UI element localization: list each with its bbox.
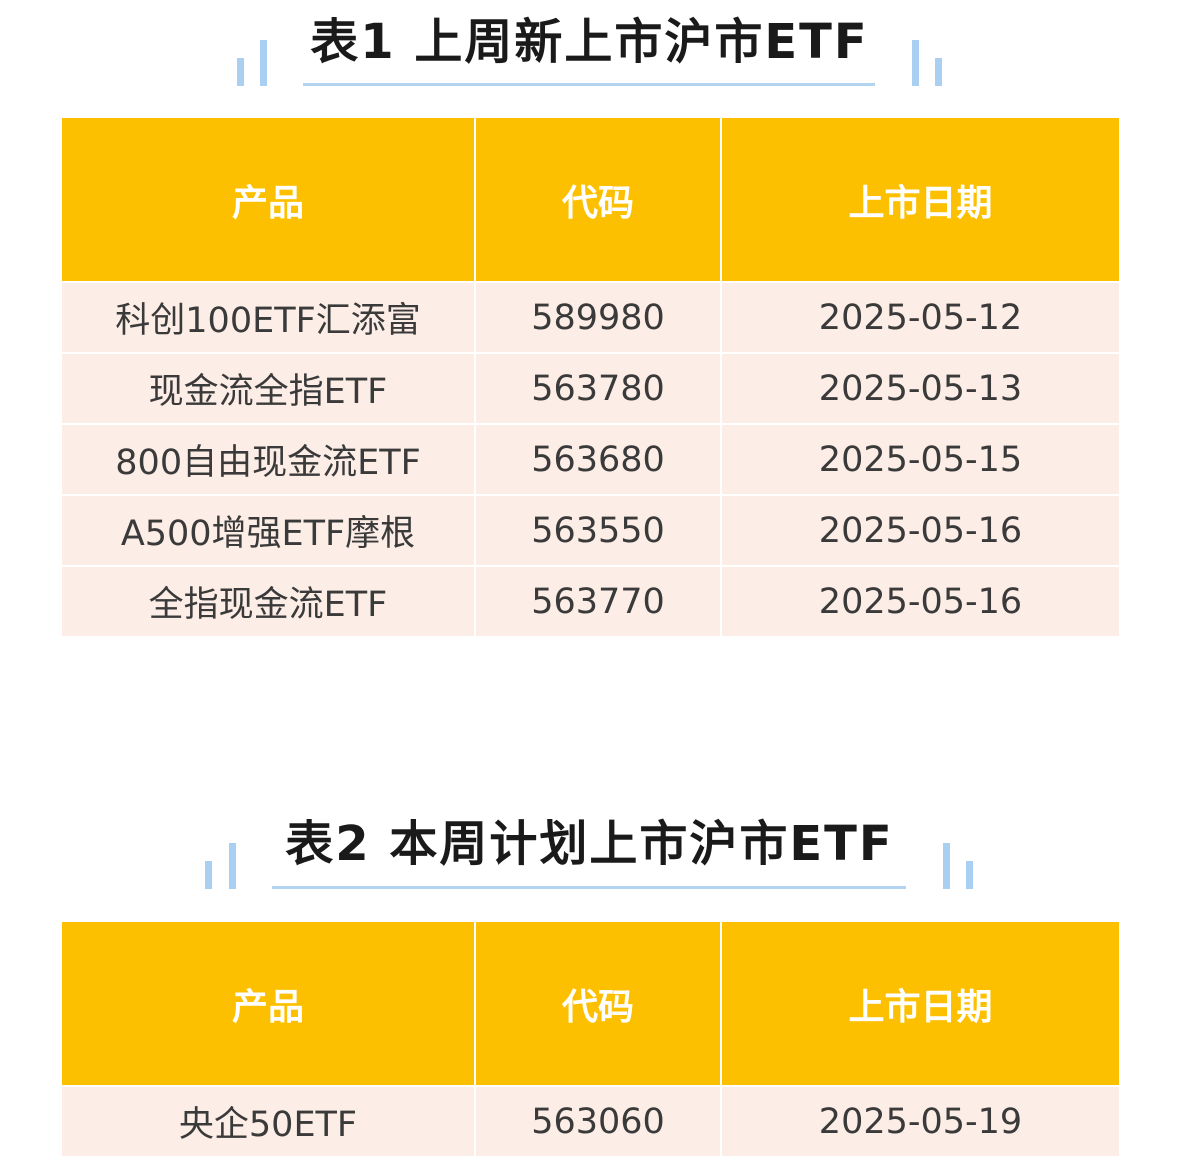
table-cell: 563680 <box>476 425 720 494</box>
table-cell: 563060 <box>476 1087 720 1156</box>
table-cell: 589980 <box>476 283 720 352</box>
table1: 产品 代码 上市日期科创100ETF汇添富 589980 2025-05-12 现金流全指… <box>62 118 1119 636</box>
table-cell: 全指现金流ETF <box>62 567 474 636</box>
decor-bar <box>935 58 942 86</box>
table-cell: 563550 <box>476 496 720 565</box>
table-cell: 2025-05-13 <box>722 354 1119 423</box>
table-cell: 2025-05-16 <box>722 496 1119 565</box>
column-header: 上市日期 <box>722 118 1119 281</box>
table-cell: 现金流全指ETF <box>62 354 474 423</box>
table-cell: 2025-05-15 <box>722 425 1119 494</box>
column-header: 产品 <box>62 922 474 1085</box>
decor-bar <box>966 861 973 889</box>
table-cell: 科创100ETF汇添富 <box>62 283 474 352</box>
title-underline <box>303 83 875 86</box>
column-header: 上市日期 <box>722 922 1119 1085</box>
column-header: 产品 <box>62 118 474 281</box>
decor-bar <box>260 40 267 86</box>
table-cell: 央企50ETF <box>62 1087 474 1156</box>
table-cell: A500增强ETF摩根 <box>62 496 474 565</box>
title-underline <box>272 886 906 889</box>
column-header: 代码 <box>476 118 720 281</box>
table-cell: 800自由现金流ETF <box>62 425 474 494</box>
decor-bar <box>229 843 236 889</box>
table2: 产品 代码 上市日期央企50ETF 563060 2025-05-19 <box>62 922 1119 1156</box>
decor-bar <box>205 861 212 889</box>
table-cell: 2025-05-12 <box>722 283 1119 352</box>
table-cell: 563780 <box>476 354 720 423</box>
table2-title: 表2 本周计划上市沪市ETF <box>285 816 894 872</box>
table1-title: 表1 上周新上市沪市ETF <box>310 14 869 70</box>
table-cell: 2025-05-16 <box>722 567 1119 636</box>
column-header: 代码 <box>476 922 720 1085</box>
decor-bar <box>237 58 244 86</box>
table-cell: 563770 <box>476 567 720 636</box>
decor-bar <box>943 843 950 889</box>
decor-bar <box>912 40 919 86</box>
table-cell: 2025-05-19 <box>722 1087 1119 1156</box>
